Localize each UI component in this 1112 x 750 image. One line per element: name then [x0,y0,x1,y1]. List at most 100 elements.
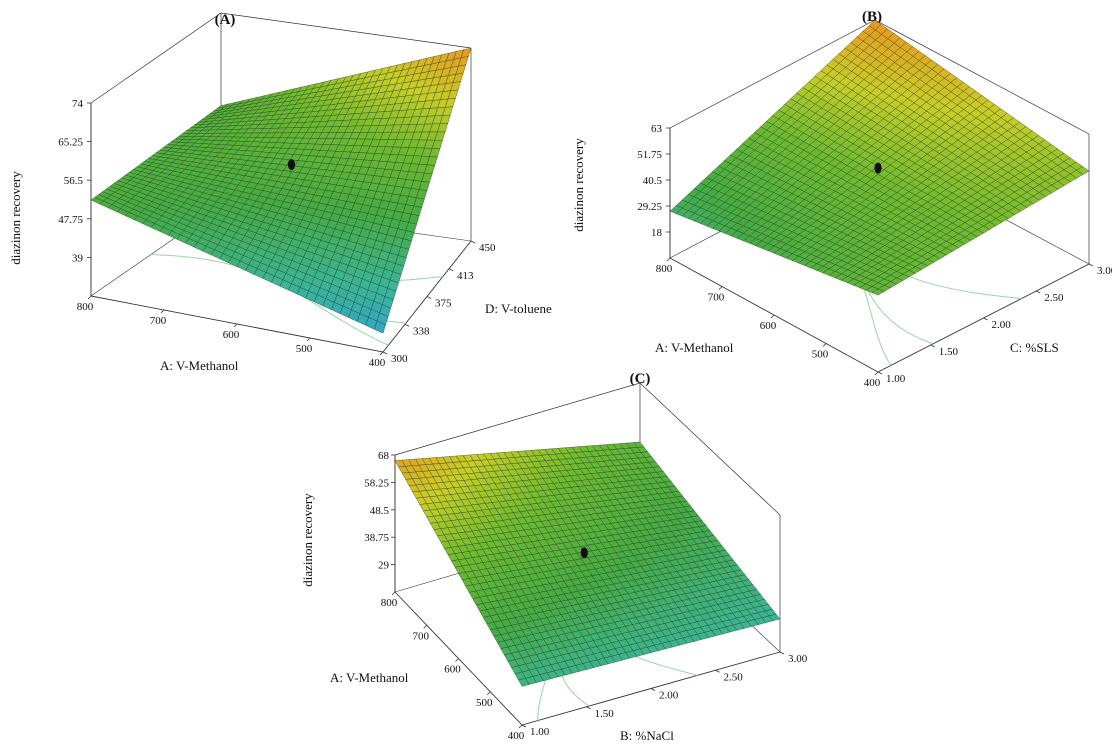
x-tick [233,323,238,328]
surface-cell [460,47,472,59]
y-axis: 300 338 375 413 450 [382,240,496,365]
y-tick [983,317,988,321]
y-axis: 1.00 1.50 2.00 2.50 3.00 [877,263,1112,385]
x-tick-label: 800 [656,263,673,275]
y-tick [1036,290,1041,294]
x-tick-label: 400 [508,730,525,742]
x-tick [486,691,491,696]
x-tick-label: 400 [369,357,386,369]
x-tick [379,351,384,356]
x-tick-label: 700 [150,315,167,327]
y-tick [448,268,454,272]
surface-cell [871,288,885,296]
x-tick [306,337,311,342]
y-tick-label: 2.50 [1044,292,1064,304]
x-tick-label: 600 [760,320,777,332]
surface-cell [374,320,386,334]
z-tick-label: 29.25 [637,201,662,213]
x-tick [666,257,671,262]
y-tick [404,323,410,327]
z-axis: 29 38.75 48.5 58.25 68 [364,450,396,592]
x-tick-label: 800 [381,597,398,609]
center-point-marker [874,162,882,174]
y-tick-label: 1.50 [595,708,615,720]
z-tick-label: 56.5 [64,175,84,187]
z-tick-label: 38.75 [364,532,389,544]
z-tick-label: 29 [378,560,390,572]
z-tick-label: 74 [72,98,84,110]
z-tick-label: 65.25 [58,137,83,149]
panel-title-a: (A) [215,12,236,28]
x-axis-title: A: V-Methanol [655,340,734,355]
x-axis: 800 700 600 500 400 [77,295,386,369]
x-tick [770,314,775,319]
y-tick-label: 375 [435,298,452,310]
x-tick-label: 600 [444,664,461,676]
x-tick-label: 700 [708,292,725,304]
x-axis-title: A: V-Methanol [160,358,239,373]
z-tick-label: 58.25 [364,477,389,489]
y-tick-label: 300 [391,353,408,365]
x-tick-label: 800 [77,301,94,313]
z-tick-label: 63 [651,123,663,135]
z-tick-label: 40.5 [643,175,663,187]
z-tick-label: 18 [651,227,663,239]
surface-plot-c: (C) 29 38.75 48.5 58.25 68 800 700 600 500 400 1.0… [300,371,808,743]
y-tick [470,240,476,244]
y-tick-label: 3.00 [788,653,808,665]
x-tick-label: 700 [413,630,430,642]
x-tick [822,343,827,347]
y-axis-title: D: V-toluene [485,301,552,316]
x-tick-label: 500 [476,697,493,709]
y-tick-label: 1.50 [939,346,959,358]
y-tick-label: 338 [413,325,430,337]
z-axis: 39 47.75 56.5 65.25 74 [58,98,92,296]
y-tick [382,351,388,355]
center-point-marker [580,547,588,559]
z-axis-title: diazinon recovery [8,171,23,265]
z-axis: 18 29.25 40.5 51.75 63 [637,123,671,258]
y-tick [715,669,720,673]
x-tick [160,309,165,314]
y-tick [426,296,432,299]
y-axis-title: B: %NaCl [620,728,674,743]
x-tick-label: 400 [864,377,881,389]
center-point-marker [287,159,296,171]
x-axis: 800 700 600 500 400 [656,257,881,389]
panel-title-c: (C) [630,371,651,387]
x-tick [718,286,723,290]
z-axis-title: diazinon recovery [571,138,586,232]
y-tick-label: 3.00 [1097,265,1112,277]
y-tick-label: 1.00 [886,373,906,385]
y-tick [650,688,656,691]
y-tick-label: 2.00 [659,690,679,702]
y-tick [930,344,935,348]
response-surface [90,47,472,334]
y-tick-label: 1.00 [530,726,550,738]
x-tick-label: 500 [812,349,829,361]
x-tick [874,371,879,376]
y-axis-title: C: %SLS [1010,340,1059,355]
x-tick [87,295,92,300]
x-tick-label: 500 [296,343,313,355]
x-tick [518,724,523,729]
y-tick [877,371,883,375]
y-tick [1088,263,1094,267]
z-tick-label: 39 [72,252,84,264]
y-tick-label: 2.00 [992,319,1012,331]
response-surface [669,19,1090,296]
frame-top-edge [394,382,781,516]
z-axis-title: diazinon recovery [300,493,315,587]
y-tick-label: 2.50 [724,671,744,683]
y-tick [586,706,591,710]
y-tick [521,724,527,728]
x-tick [423,624,428,629]
x-tick [391,591,396,596]
x-axis-title: A: V-Methanol [330,670,409,685]
response-surface [394,441,781,687]
z-tick-label: 51.75 [637,149,662,161]
x-tick-label: 600 [223,329,240,341]
y-tick-label: 413 [457,270,474,282]
